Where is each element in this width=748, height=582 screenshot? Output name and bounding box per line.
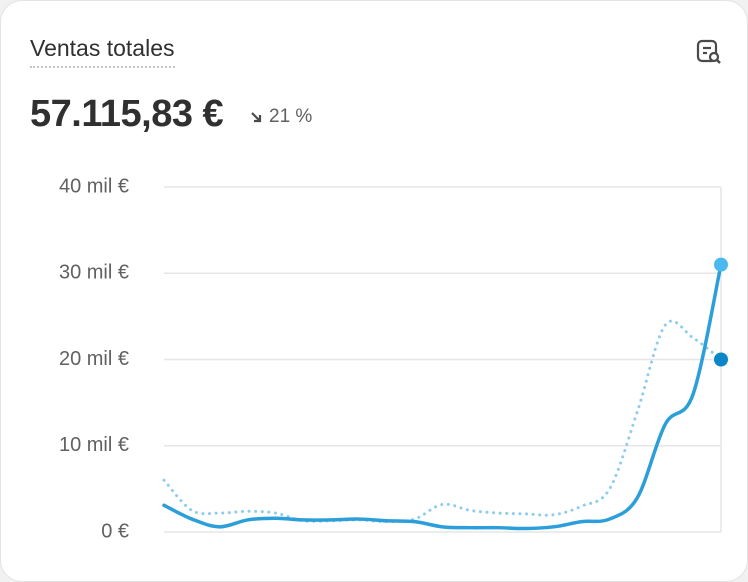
down-arrow — [251, 112, 262, 123]
series-line — [162, 319, 723, 524]
explore-icon[interactable] — [695, 38, 723, 66]
series-line — [162, 262, 723, 531]
end-point — [714, 257, 728, 272]
y-tick-label: 0 € — [101, 520, 129, 542]
end-point — [714, 352, 728, 367]
y-tick-label: 40 mil € — [59, 175, 129, 197]
y-tick-label: 20 mil € — [59, 348, 129, 370]
card-title[interactable]: Ventas totales — [30, 35, 175, 68]
y-tick-label: 10 mil € — [59, 434, 129, 456]
change: 21 % — [249, 106, 312, 128]
y-tick-label: 30 mil € — [59, 262, 129, 284]
chart: 0 € 10 mil € 20 mil € 30 mil € 40 mil € — [59, 175, 728, 542]
change-value: 21 % — [269, 106, 313, 127]
total-value: 57.115,83 € — [30, 93, 224, 135]
